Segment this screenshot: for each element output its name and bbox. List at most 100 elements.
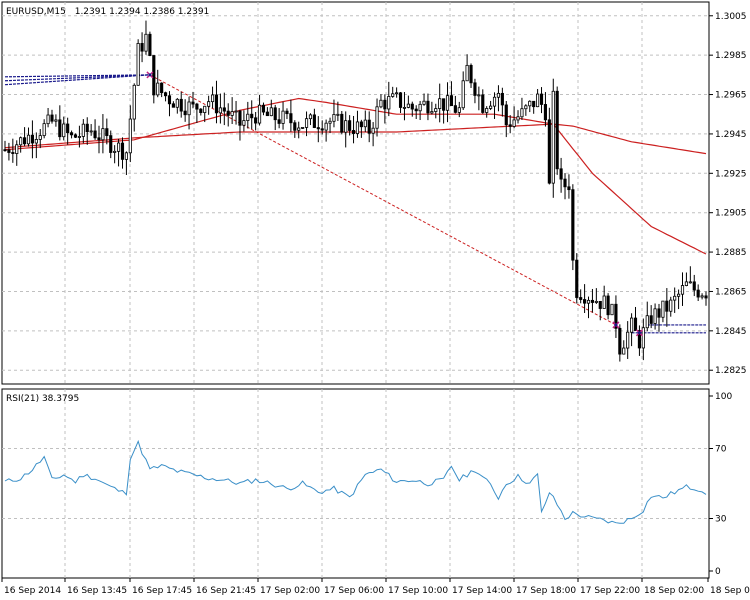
candle-body <box>140 43 144 52</box>
candle-body <box>602 295 606 309</box>
candle-body <box>23 137 27 145</box>
price-tick-label: 1.2985 <box>715 51 747 61</box>
candle-body <box>348 120 352 131</box>
candle-body <box>661 300 665 318</box>
candle-body <box>167 95 172 105</box>
candle-body <box>344 120 348 133</box>
candle-body <box>543 104 548 121</box>
candle-body <box>85 123 89 133</box>
candle-body <box>461 80 465 109</box>
candle-body <box>312 114 316 128</box>
symbol-label: EURUSD,M15 <box>6 7 66 17</box>
candle-body <box>332 114 336 122</box>
time-tick-label: 17 Sep 06:00 <box>324 586 384 596</box>
candle-body <box>152 55 156 96</box>
candle-body <box>226 110 230 116</box>
candle-body <box>175 98 179 108</box>
candle-body <box>539 93 544 105</box>
candle-body <box>132 84 136 120</box>
time-tick-label: 18 Sep 02:00 <box>644 586 704 596</box>
candle-body <box>536 93 540 108</box>
candle-body <box>238 110 242 126</box>
time-tick-label: 16 Sep 21:45 <box>196 586 256 596</box>
candle-body <box>210 94 215 103</box>
candle-body <box>81 123 85 137</box>
candle-body <box>371 127 375 134</box>
candle-body <box>481 94 485 113</box>
candle-body <box>136 43 140 86</box>
candle-body <box>504 104 508 126</box>
candle-body <box>402 107 407 109</box>
candle-body <box>520 108 524 118</box>
candle-body <box>688 281 692 284</box>
candle-body <box>77 136 81 138</box>
candle-body <box>124 152 128 160</box>
candle-body <box>26 134 31 145</box>
candle-body <box>113 150 117 153</box>
candle-body <box>207 101 211 107</box>
candle-body <box>320 128 324 131</box>
candle-body <box>426 100 430 114</box>
candle-body <box>242 120 246 126</box>
price-tick-label: 1.3005 <box>715 12 747 22</box>
candle-body <box>116 142 121 152</box>
candle-body <box>633 317 638 331</box>
candle-body <box>559 168 563 180</box>
candle-body <box>606 295 610 316</box>
ma-line-fast <box>4 97 707 255</box>
rsi-tick-label: 30 <box>715 515 727 525</box>
candle-body <box>657 308 661 318</box>
candle-body <box>469 64 473 84</box>
ma-line-slow <box>4 123 707 155</box>
candle-body <box>7 149 11 153</box>
candle-body <box>583 299 587 304</box>
candle-body <box>281 110 285 124</box>
candle-body <box>477 94 481 97</box>
candle-body <box>555 90 559 170</box>
rsi-tick-label: 100 <box>715 392 732 402</box>
candle-body <box>355 121 360 134</box>
candle-body <box>387 96 391 110</box>
candle-body <box>218 107 222 114</box>
candle-body <box>438 98 442 109</box>
candle-body <box>649 315 653 324</box>
candle-body <box>58 119 62 138</box>
candle-body <box>579 297 583 300</box>
candle-body <box>626 331 630 349</box>
candle-body <box>598 300 602 309</box>
price-grid <box>2 2 709 384</box>
rsi-panel-frame <box>1 388 710 579</box>
candle-body <box>97 137 101 141</box>
candle-body <box>93 130 97 139</box>
candle-body <box>375 106 379 129</box>
candle-body <box>575 259 579 298</box>
candle-body <box>148 33 152 56</box>
candle-body <box>379 99 383 108</box>
candle-body <box>398 92 403 108</box>
candle-body <box>618 327 622 355</box>
candle-body <box>214 94 219 114</box>
candle-body <box>586 299 591 304</box>
candle-body <box>316 127 320 130</box>
candle-body <box>144 33 148 52</box>
candle-body <box>453 105 457 113</box>
candle-body <box>42 123 46 137</box>
candle-body <box>301 127 305 129</box>
time-tick-label: 16 Sep 2014 <box>4 586 61 596</box>
candle-body <box>195 103 199 110</box>
rsi-tick-label: 0 <box>715 567 721 577</box>
candle-body <box>250 113 254 119</box>
trend-dashed-line <box>149 74 617 326</box>
time-axis: 16 Sep 2014 16 Sep 13:45 16 Sep 17:45 16 Se… <box>1 578 750 596</box>
candle-body <box>120 142 125 160</box>
rsi-header: RSI(21) 38.3795 <box>6 394 79 404</box>
order-line <box>4 74 150 78</box>
candle-body <box>406 103 410 108</box>
candle-body <box>414 108 418 112</box>
ohlc-label: 1.2391 1.2394 1.2386 1.2391 <box>75 7 210 17</box>
candle-body <box>653 308 657 324</box>
price-tick-label: 1.2965 <box>715 91 747 101</box>
order-marker-dot <box>148 73 152 77</box>
candle-body <box>485 108 489 113</box>
candle-body <box>434 108 438 112</box>
